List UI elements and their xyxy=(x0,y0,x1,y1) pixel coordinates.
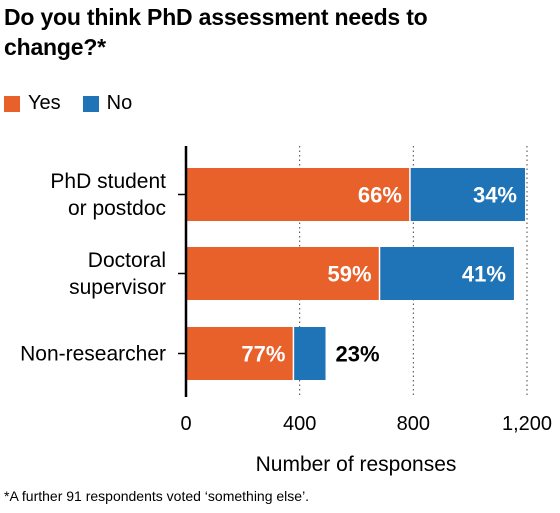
legend-swatch-yes xyxy=(4,95,20,112)
legend-label-no: No xyxy=(106,92,133,114)
category-label: Doctoral xyxy=(88,249,166,272)
data-label: 34% xyxy=(473,183,517,208)
data-label: 59% xyxy=(327,262,371,287)
x-tick-label: 400 xyxy=(283,413,316,435)
legend-item-yes: Yes xyxy=(4,92,61,115)
x-tick-label: 800 xyxy=(397,413,430,435)
category-label: Non-researcher xyxy=(20,343,166,366)
bar-segment xyxy=(186,327,294,380)
footnote: *A further 91 respondents voted ‘somethi… xyxy=(4,488,310,504)
bar-segment xyxy=(186,247,380,300)
bar-segment xyxy=(379,247,514,300)
legend-item-no: No xyxy=(82,92,133,115)
bar-segment xyxy=(293,327,326,380)
x-axis-title: Number of responses xyxy=(256,453,457,476)
chart-title: Do you think PhD assessment needs to cha… xyxy=(4,4,428,60)
data-label: 77% xyxy=(241,342,285,367)
bar-segment xyxy=(409,168,526,221)
category-label: or postdoc xyxy=(68,197,166,220)
data-label: 41% xyxy=(462,262,506,287)
x-tick-label: 0 xyxy=(180,413,191,435)
x-tick-label: 1,200 xyxy=(502,413,552,435)
legend-swatch-no xyxy=(82,95,99,112)
category-label: PhD student xyxy=(50,170,166,193)
legend-label-yes: Yes xyxy=(28,92,61,114)
data-label: 23% xyxy=(336,342,380,367)
bar-segment xyxy=(186,168,410,221)
category-label: supervisor xyxy=(69,276,166,299)
legend: Yes No xyxy=(4,92,154,115)
data-label: 66% xyxy=(358,183,402,208)
